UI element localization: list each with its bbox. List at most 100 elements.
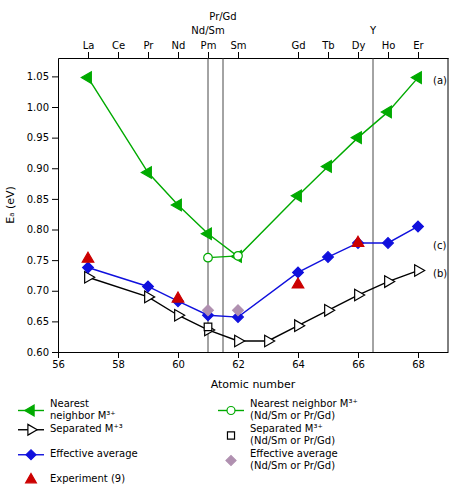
x2-axis: LaCePrNdPmSmGdTbDyHoEr <box>59 40 449 59</box>
point <box>352 236 364 246</box>
tick-label: 68 <box>412 359 425 370</box>
vertical-line-label: Y <box>369 25 377 36</box>
tick-mark <box>58 352 59 358</box>
tick-mark <box>178 52 179 58</box>
tick-label: 1.00 <box>27 102 49 113</box>
point <box>411 72 421 84</box>
vertical-line <box>373 58 374 352</box>
tick-mark <box>238 352 239 358</box>
tick-mark <box>52 138 58 139</box>
point <box>234 252 243 261</box>
tick: Sm <box>230 40 246 58</box>
annotation: (a) <box>433 75 447 86</box>
point <box>265 335 275 347</box>
legend-label: Experiment (9) <box>50 473 125 484</box>
tick: 56 <box>52 352 65 370</box>
legend-label-line: Nearest neighbor M³⁺ <box>250 398 358 409</box>
tick: Er <box>413 40 424 58</box>
legend-item: Separated M³⁺(Nd/Sm or Pr/Gd) <box>227 423 335 446</box>
legend-label-line: Experiment (9) <box>50 473 125 484</box>
tick: 64 <box>292 352 305 370</box>
tick-mark <box>52 260 58 261</box>
legend-swatch-marker <box>28 424 37 435</box>
tick-mark <box>418 52 419 58</box>
tick-label: 0.90 <box>27 163 49 174</box>
vertical-line-label: Nd/Sm <box>191 25 224 36</box>
y-axis-title: Eₐ (eV) <box>4 186 17 224</box>
legend-label-line: Separated M³⁺ <box>250 423 323 434</box>
plot-frame <box>448 58 449 352</box>
tick: 0.65 <box>27 316 58 327</box>
tick: Nd <box>172 40 186 58</box>
tick-mark <box>298 52 299 58</box>
legend-swatch-marker <box>227 407 235 415</box>
tick: 1.00 <box>27 102 58 113</box>
tick: 58 <box>112 352 125 370</box>
plot: 565860626466680.600.650.700.750.800.850.… <box>4 11 449 484</box>
legend-label: Effective average(Nd/Sm or Pr/Gd) <box>250 448 338 471</box>
tick-mark <box>298 352 299 358</box>
legend-swatch-marker <box>26 474 37 483</box>
series <box>82 236 364 302</box>
tick-mark <box>358 52 359 58</box>
x-axis: 56 58 60 62 64 66 68 <box>52 352 448 370</box>
vertical-line-label: Pr/Gd <box>209 11 236 22</box>
tick-mark <box>208 52 209 58</box>
tick: Ho <box>382 40 396 58</box>
point <box>235 335 245 347</box>
legend-label: Nearestneighbor M³⁺ <box>50 398 116 421</box>
tick: Ce <box>112 40 125 58</box>
tick-mark <box>358 352 359 358</box>
tick: 62 <box>232 352 245 370</box>
point <box>141 167 151 179</box>
tick-label: Nd <box>172 40 186 51</box>
tick-mark <box>148 52 149 58</box>
tick-label: Er <box>413 40 424 51</box>
series <box>204 323 212 331</box>
tick-label: 60 <box>172 359 185 370</box>
tick-mark <box>52 168 58 169</box>
data-area <box>81 58 424 352</box>
tick-label: Ho <box>382 40 396 51</box>
point <box>325 305 335 317</box>
tick-mark <box>238 52 239 58</box>
tick-label: 0.80 <box>27 224 49 235</box>
point <box>355 289 365 301</box>
point <box>203 305 214 316</box>
legend-label: Effective average <box>50 448 138 459</box>
tick: 0.60 <box>27 347 58 358</box>
tick-mark <box>418 352 419 358</box>
tick-mark <box>52 352 58 353</box>
point <box>291 190 301 202</box>
tick: La <box>83 40 95 58</box>
point <box>233 305 244 316</box>
annotation: (c) <box>433 240 446 251</box>
tick-mark <box>118 352 119 358</box>
tick-mark <box>88 52 89 58</box>
point <box>321 161 331 173</box>
point <box>201 228 211 240</box>
tick: 66 <box>352 352 365 370</box>
tick-label: 66 <box>352 359 365 370</box>
tick-label: Ce <box>112 40 125 51</box>
point <box>413 221 424 232</box>
annotation: (b) <box>433 268 447 279</box>
tick-label: 0.65 <box>27 316 49 327</box>
tick-label: 64 <box>292 359 305 370</box>
legend-label-line: (Nd/Sm or Pr/Gd) <box>250 410 335 421</box>
tick: 68 <box>412 352 425 370</box>
legend-swatch-marker <box>25 405 34 416</box>
series-line <box>88 226 418 317</box>
tick: 60 <box>172 352 185 370</box>
tick-label: 1.05 <box>27 71 49 82</box>
tick-mark <box>52 107 58 108</box>
tick: 1.05 <box>27 71 58 82</box>
point <box>385 276 395 288</box>
tick: 0.80 <box>27 224 58 235</box>
axis-line <box>59 58 449 59</box>
tick-mark <box>118 52 119 58</box>
point <box>383 238 394 249</box>
point <box>351 132 361 144</box>
legend-label-line: Nearest <box>50 398 89 409</box>
point <box>143 281 154 292</box>
